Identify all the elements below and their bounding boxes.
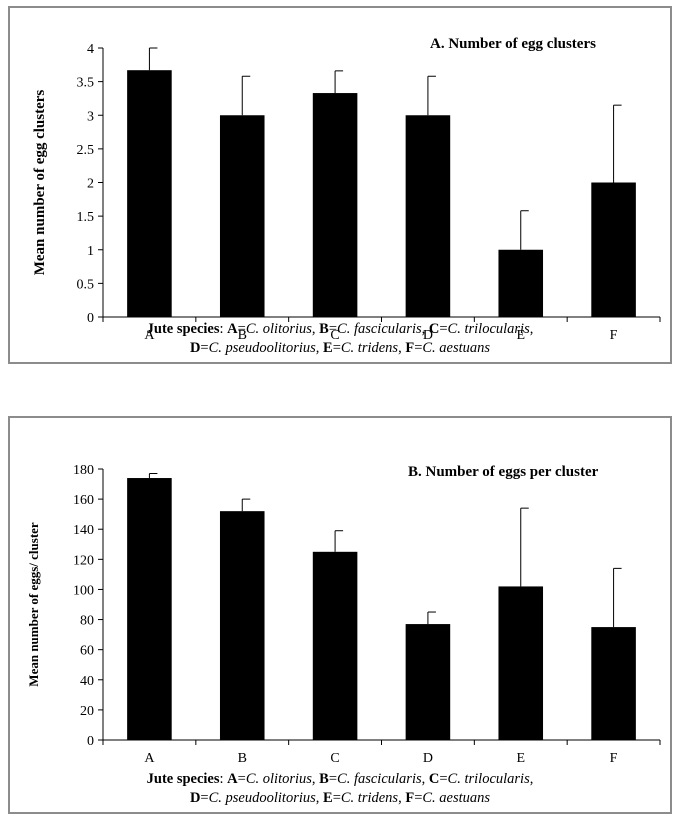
- y-tick-label: 180: [73, 463, 94, 478]
- species-key: E: [323, 340, 333, 356]
- bar: [591, 182, 636, 317]
- x-axis-note-b: Jute species: A=C. olitorius, B=C. fasci…: [146, 771, 534, 806]
- y-tick-label: 120: [73, 553, 94, 568]
- species-key: E: [323, 790, 333, 806]
- species-name: C. olitorius: [245, 321, 312, 337]
- x-tick-label: C: [330, 328, 339, 343]
- species-key: B: [319, 321, 329, 337]
- y-tick-label: 80: [80, 614, 94, 629]
- x-tick-label: E: [516, 328, 525, 343]
- species-key: F: [405, 340, 415, 356]
- species-name: C. aestuans: [422, 340, 491, 356]
- x-tick-label: A: [144, 751, 155, 766]
- species-key: A: [227, 771, 238, 787]
- x-note-lead: Jute species: [146, 771, 220, 787]
- species-name: C. aestuans: [422, 790, 491, 806]
- species-key: A: [227, 321, 238, 337]
- chart-panel-a: 0 0.5 1 1.5 2 2.5 3 3.5 4 A B C D E F A. Number of egg …: [8, 6, 672, 364]
- species-name: C. fascicularis: [337, 771, 422, 787]
- x-tick-label: D: [423, 751, 433, 766]
- bar: [312, 551, 358, 740]
- bar: [312, 93, 358, 318]
- bar: [498, 249, 544, 317]
- y-tick-label: 40: [80, 674, 94, 689]
- x-axis-note-a: Jute species: A=C. olitorius, B=C. fasci…: [146, 321, 534, 356]
- species-name: C. trilocularis: [447, 321, 530, 337]
- y-axis-label: Mean number of eggs/ cluster: [26, 522, 41, 687]
- y-tick-label: 2.5: [77, 143, 95, 158]
- bar: [498, 586, 544, 740]
- y-tick-label: 3.5: [77, 76, 95, 91]
- x-tick-label: A: [144, 328, 155, 343]
- chart-a: 00.511.522.533.54A B C D E FA. Number of egg …: [32, 36, 661, 343]
- species-name: C. trilocularis: [447, 771, 530, 787]
- y-tick-label: 1.5: [77, 210, 95, 225]
- y-tick-label: 0: [87, 311, 94, 326]
- x-tick-label: F: [610, 328, 618, 343]
- bar: [405, 115, 451, 317]
- y-tick-label: 100: [73, 583, 94, 598]
- species-name: C. tridens: [340, 340, 399, 356]
- bar: [591, 627, 636, 740]
- species-name: C. tridens: [340, 790, 399, 806]
- y-axis-label: Mean number of egg clusters: [32, 90, 48, 276]
- bar: [127, 70, 172, 317]
- species-key: D: [189, 340, 201, 356]
- species-key: B: [319, 771, 329, 787]
- species-name: C. fascicularis: [337, 321, 422, 337]
- species-name: C. pseudoolitorius: [208, 790, 316, 806]
- species-key: C: [428, 321, 440, 337]
- x-note-lead: Jute species: [146, 321, 220, 337]
- y-tick-label: 20: [80, 704, 94, 719]
- x-tick-label: B: [238, 751, 247, 766]
- chart-b: 0 20 40 60 80 100 120 140 160 180 A B C D E F B. Number …: [26, 463, 661, 766]
- bar: [219, 115, 265, 317]
- bar: [219, 511, 265, 740]
- species-name: C. olitorius: [245, 771, 312, 787]
- x-tick-label: E: [516, 751, 525, 766]
- y-tick-label: 1: [87, 244, 94, 259]
- y-tick-label: 4: [87, 42, 94, 57]
- chart-title: A. Number of egg clusters: [430, 36, 596, 52]
- bar: [405, 624, 451, 740]
- bar: [127, 478, 172, 740]
- y-tick-label: 160: [73, 493, 94, 508]
- species-key: C: [428, 771, 440, 787]
- y-tick-label: 60: [80, 644, 94, 659]
- y-tick-label: 2: [87, 177, 94, 192]
- species-key: D: [189, 790, 201, 806]
- chart-panel-b: 0 20 40 60 80 100 120 140 160 180 A B C D E F B. Number …: [8, 416, 672, 814]
- y-tick-label: 3: [87, 109, 94, 124]
- x-tick-label: B: [238, 328, 247, 343]
- y-tick-label: 140: [73, 523, 94, 538]
- x-tick-label: F: [610, 751, 618, 766]
- x-tick-label: C: [330, 751, 339, 766]
- y-tick-label: 0: [87, 734, 94, 749]
- x-tick-label: D: [423, 328, 433, 343]
- species-name: C. pseudoolitorius: [208, 340, 316, 356]
- y-tick-label: 0.5: [77, 277, 95, 292]
- chart-title: B. Number of eggs per cluster: [408, 464, 599, 480]
- species-key: F: [405, 790, 415, 806]
